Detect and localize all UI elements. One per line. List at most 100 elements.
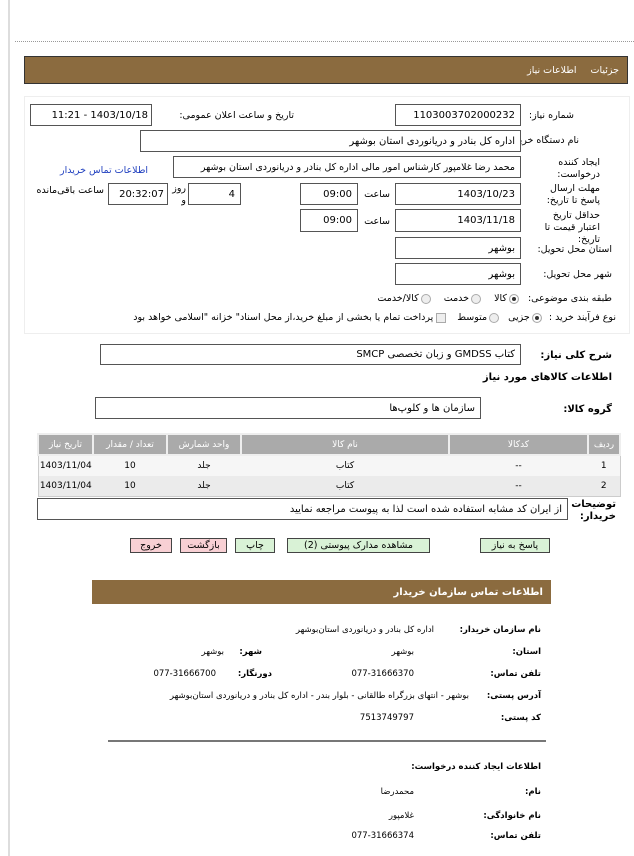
name-value: محمدرضا [380,787,414,797]
divider [15,41,634,42]
goods-table: ردیف کدکالا نام کالا واحد شمارش تعداد / … [37,433,621,497]
category-row: طبقه بندی موضوعی: کالا خدمت کالا/خدمت [377,293,612,305]
deadline-time-field: 09:00 [300,183,358,205]
remaining-label: ساعت باقی‌مانده [36,185,104,196]
creator-phone-label: تلفن تماس: [490,831,541,841]
city-field: بوشهر [395,263,521,285]
cell-date: 1403/11/04 [38,455,93,476]
col-unit: واحد شمارش [166,433,242,456]
postal-label: کد پستی: [500,713,541,723]
cell-date: 1403/11/04 [38,476,93,497]
col-code: کدکالا [448,433,589,456]
col-row: ردیف [587,433,621,456]
fax-label: دورنگار: [237,669,272,679]
cell-unit: جلد [167,455,241,476]
attachments-button[interactable]: مشاهده مدارک پیوستی (2) [287,538,430,553]
creator-field: محمد رضا غلامپور کارشناس امور مالی اداره… [173,156,521,178]
payment-note: پرداخت تمام یا بخشی از مبلغ خرید،از محل … [133,312,434,323]
option-service: خدمت [443,293,470,304]
address-value: بوشهر - انتهای بزرگراه طالقانی - بلوار ب… [169,691,469,701]
days-field: 4 [188,183,241,205]
creator-label: ایجاد کننده درخواست: [557,157,600,180]
radio-minor[interactable] [531,312,542,323]
cell-code: -- [449,476,588,497]
validity-time-field: 09:00 [300,209,358,232]
cell-name: کتاب [241,455,449,476]
need-no-label: شماره نیاز: [528,110,574,121]
validity-date-field: 1403/11/18 [395,209,521,232]
hour-label: ساعت [364,189,390,200]
process-row: نوع فرآیند خرید : جزیی متوسط پرداخت تمام… [133,312,616,324]
process-label: نوع فرآیند خرید : [548,312,616,323]
province-label: استان محل تحویل: [537,244,612,255]
announce-field: 1403/10/18 - 11:21 [30,104,152,126]
option-medium: متوسط [457,312,488,323]
city-label: شهر: [239,647,262,657]
buyer-contact-link[interactable]: اطلاعات تماس خریدار [60,165,149,176]
family-label: نام خانوادگی: [483,811,541,821]
print-button[interactable]: چاپ [235,538,275,553]
notes-field: از ایران کد مشابه استفاده شده است لذا به… [37,498,568,520]
option-goods-service: کالا/خدمت [377,293,419,304]
notes-label: توضیحات خریدار: [571,499,616,522]
table-row: 1 -- کتاب جلد 10 1403/11/04 [38,455,620,476]
hour-label-2: ساعت [364,216,390,227]
province-field: بوشهر [395,237,521,259]
category-label: طبقه بندی موضوعی: [527,293,612,304]
contact-title-bar: اطلاعات تماس سازمان خریدار [92,580,551,604]
exit-button[interactable]: خروج [130,538,172,553]
need-no-field: 1103003702000232 [395,104,521,126]
back-button[interactable]: بازگشت [180,538,227,553]
radio-medium[interactable] [489,312,500,323]
fax-value: 077-31666700 [153,669,216,679]
header-bar: جزئیات اطلاعات نیاز [24,56,628,84]
divider [108,740,546,742]
days-label: روز و [172,183,186,206]
cell-row: 2 [588,476,620,497]
reply-button[interactable]: پاسخ به نیاز [480,538,550,553]
summary-field: کتاب GMDSS و زبان تخصصی SMCP [100,344,521,365]
tab-need-info[interactable]: اطلاعات نیاز [527,64,577,76]
radio-goods[interactable] [508,293,519,304]
radio-service[interactable] [471,293,482,304]
org-value: اداره کل بنادر و دریانوردی استان‌بوشهر [295,625,434,635]
buyer-field: اداره کل بنادر و دریانوردی استان بوشهر [140,130,521,152]
announce-label: تاریخ و ساعت اعلان عمومی: [179,110,294,121]
col-name: نام کالا [240,433,450,456]
org-label: نام سازمان خریدار: [459,625,541,635]
buyer-label: نام دستگاه خریدار: [504,135,579,146]
cell-qty: 10 [93,476,167,497]
family-value: غلامپور [388,811,414,821]
cell-name: کتاب [241,476,449,497]
radio-goods-service[interactable] [420,293,431,304]
option-goods: کالا [494,293,507,304]
phone-value: 077-31666370 [351,669,414,679]
tab-details[interactable]: جزئیات [590,64,619,76]
province-value: بوشهر [391,647,415,657]
cell-row: 1 [588,455,620,476]
city-value: بوشهر [201,647,225,657]
group-label: گروه کالا: [563,404,612,415]
cell-code: -- [449,455,588,476]
name-label: نام: [524,787,541,797]
phone-label: تلفن تماس: [490,669,541,679]
deadline-date-field: 1403/10/23 [395,183,521,205]
col-date: تاریخ نیاز [37,433,94,456]
table-row: 2 -- کتاب جلد 10 1403/11/04 [38,476,620,497]
creator-phone-value: 077-31666374 [351,831,414,841]
cell-qty: 10 [93,455,167,476]
deadline-label: مهلت ارسال پاسخ تا تاریخ: [546,183,600,206]
group-field: سازمان ها و کلوپ‌ها [95,397,481,419]
creator-title: اطلاعات ایجاد کننده درخواست: [411,762,541,772]
treasury-checkbox[interactable] [436,312,447,323]
cell-unit: جلد [167,476,241,497]
address-label: آدرس پستی: [486,691,541,701]
city-label: شهر محل تحویل: [543,269,612,280]
remaining-field: 20:32:07 [108,183,168,205]
page-left-border [8,0,10,856]
form-panel [24,96,630,334]
col-qty: تعداد / مقدار [92,433,168,456]
summary-label: شرح کلی نیاز: [540,350,612,361]
goods-title: اطلاعات کالاهای مورد نیاز [482,372,612,383]
option-minor: جزیی [508,312,530,323]
